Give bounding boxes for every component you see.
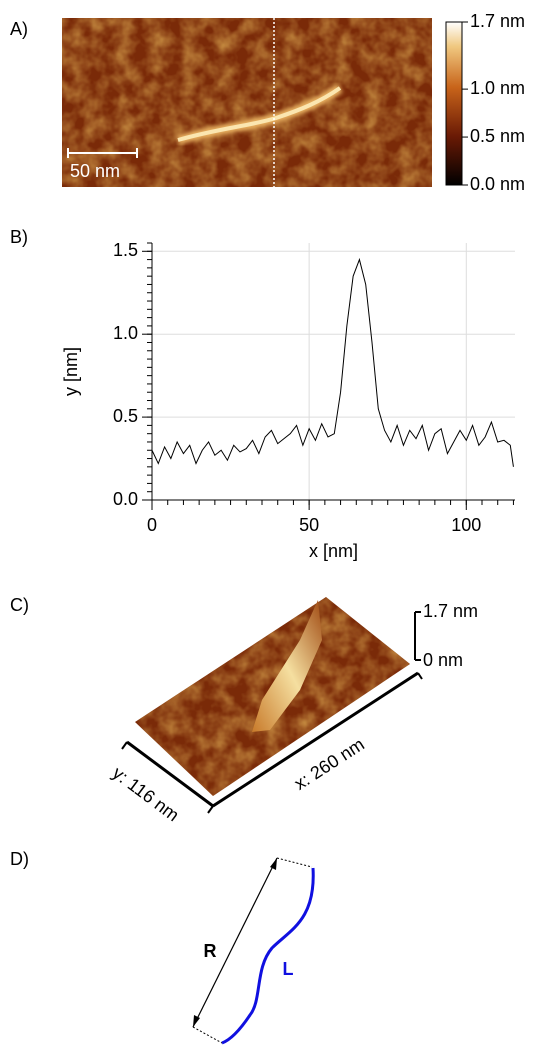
contour-label: L [283, 959, 294, 979]
y-tick-label: 0.5 [113, 406, 138, 426]
x-tick-label: 50 [299, 515, 319, 535]
x-tick-label: 0 [147, 515, 157, 535]
z-axis-label: 1.7 nm [423, 601, 478, 621]
panel-label: D) [10, 849, 29, 869]
afm-image [62, 18, 432, 187]
panel-label: C) [10, 595, 29, 615]
colorbar-tick-label: 0.5 nm [470, 126, 525, 146]
x-tick-label: 100 [451, 515, 481, 535]
colorbar-tick-label: 0.0 nm [470, 174, 525, 194]
polymer-diagram [192, 857, 315, 1045]
y-tick-label: 1.5 [113, 240, 138, 260]
panel-label: B) [10, 227, 28, 247]
y-axis-label: y [nm] [61, 347, 81, 396]
line-series [151, 257, 514, 467]
x-axis-label: x: 260 nm [291, 734, 368, 794]
panel-label: A) [10, 19, 28, 39]
y-tick-label: 1.0 [113, 323, 138, 343]
z-axis-label: 0 nm [423, 650, 463, 670]
colorbar [445, 21, 463, 186]
end-to-end-label: R [204, 941, 217, 961]
x-axis-label: x [nm] [309, 541, 358, 561]
colorbar-tick-label: 1.7 nm [470, 11, 525, 31]
scale-bar-label: 50 nm [70, 161, 120, 181]
y-axis-label: y: 116 nm [109, 763, 183, 826]
y-tick-label: 0.0 [113, 489, 138, 509]
colorbar-tick-label: 1.0 nm [470, 78, 525, 98]
surface-plot [121, 597, 423, 814]
